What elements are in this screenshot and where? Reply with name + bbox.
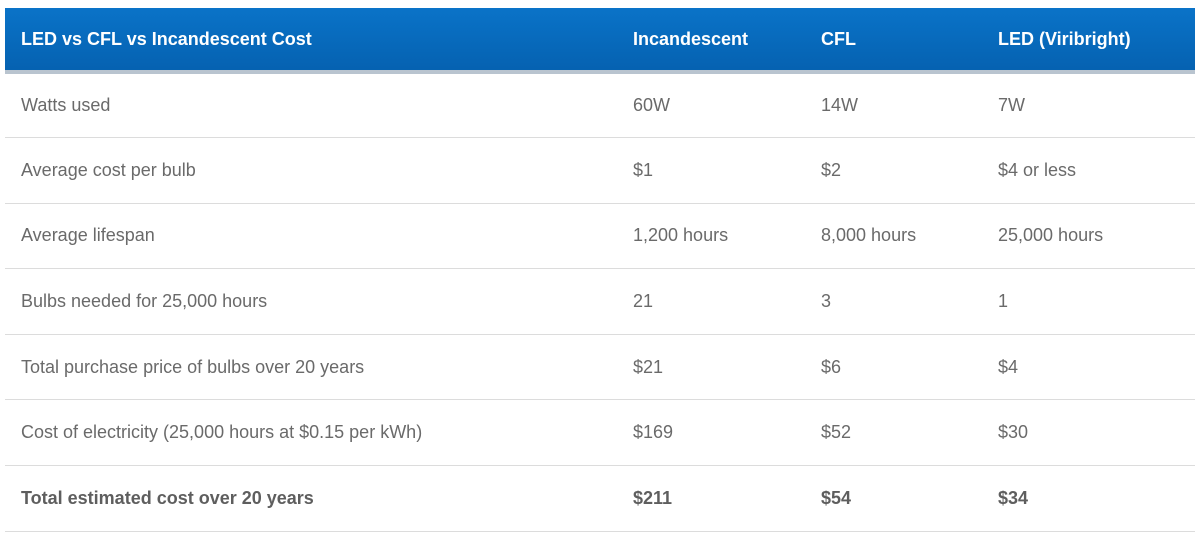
cell-led: 7W: [998, 95, 1025, 116]
cell-incandescent: 21: [633, 291, 654, 312]
cell-cfl: $6: [821, 356, 842, 377]
cell-incandescent: $21: [633, 356, 664, 377]
row-label: Average cost per bulb: [21, 159, 196, 180]
row-label: Total purchase price of bulbs over 20 ye…: [21, 356, 365, 377]
cell-led: 25,000 hours: [998, 225, 1104, 246]
cell-led: $30: [998, 422, 1029, 443]
cell-cfl: 14W: [821, 95, 859, 116]
cell-cfl: 3: [821, 291, 832, 312]
cell-cfl: 8,000 hours: [821, 225, 917, 246]
header-title: LED vs CFL vs Incandescent Cost: [5, 8, 617, 74]
table-row: Cost of electricity (25,000 hours at $0.…: [5, 400, 1195, 466]
table-row: Bulbs needed for 25,000 hours 21 3 1: [5, 269, 1195, 335]
table-row: Total purchase price of bulbs over 20 ye…: [5, 334, 1195, 400]
cell-cfl: $54: [821, 487, 852, 508]
cell-incandescent: 1,200 hours: [633, 225, 729, 246]
cell-incandescent: 60W: [633, 95, 671, 116]
cell-cfl: $2: [821, 159, 842, 180]
cell-incandescent: $1: [633, 159, 654, 180]
header-incandescent: Incandescent: [617, 8, 805, 74]
row-label: Bulbs needed for 25,000 hours: [21, 291, 268, 312]
table-row-total: Total estimated cost over 20 years $211 …: [5, 466, 1195, 532]
table-row: Average lifespan 1,200 hours 8,000 hours…: [5, 203, 1195, 269]
table-row: Average cost per bulb $1 $2 $4 or less: [5, 138, 1195, 204]
header-led: LED (Viribright): [982, 8, 1195, 74]
cell-cfl: $52: [821, 422, 852, 443]
table-row: Watts used 60W 14W 7W: [5, 72, 1195, 138]
row-label: Watts used: [21, 95, 111, 116]
table-header-row: LED vs CFL vs Incandescent Cost Incandes…: [5, 8, 1195, 74]
cell-incandescent: $211: [633, 487, 673, 508]
cell-led: 1: [998, 291, 1009, 312]
row-label: Total estimated cost over 20 years: [21, 487, 314, 508]
cell-led: $34: [998, 487, 1029, 508]
row-label: Average lifespan: [21, 225, 155, 246]
cost-comparison-table: LED vs CFL vs Incandescent Cost Incandes…: [5, 8, 1195, 532]
comparison-table-container: LED vs CFL vs Incandescent Cost Incandes…: [5, 8, 1195, 532]
cell-led: $4: [998, 356, 1019, 377]
row-label: Cost of electricity (25,000 hours at $0.…: [21, 422, 423, 443]
cell-led: $4 or less: [998, 159, 1077, 180]
header-cfl: CFL: [805, 8, 982, 74]
cell-incandescent: $169: [633, 422, 674, 443]
